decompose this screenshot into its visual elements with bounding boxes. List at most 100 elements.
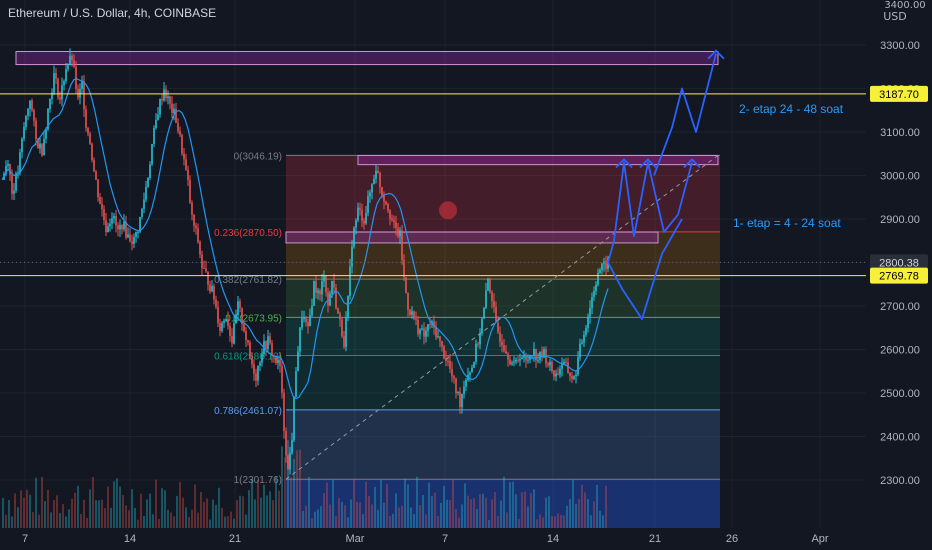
volume-bar — [266, 495, 268, 528]
candle-body — [185, 159, 187, 170]
volume-bar — [419, 504, 421, 528]
candle-body — [203, 267, 205, 269]
candle-body — [11, 174, 13, 194]
candle-body — [297, 351, 299, 372]
candle-body — [319, 290, 321, 295]
projection-arrowhead — [615, 158, 633, 169]
currency-label: USD — [883, 10, 907, 23]
candle-body — [73, 60, 75, 67]
volume-bar — [563, 515, 565, 528]
candle-body — [433, 321, 435, 328]
candle-body — [85, 109, 87, 128]
time-tick-label: 26 — [726, 533, 738, 545]
fib-retracement[interactable]: 0(3046.19) 0.236(2870.50) 0.382(2761.82) 0.… — [214, 151, 720, 530]
volume-bar — [605, 485, 607, 528]
volume-bar — [392, 513, 394, 528]
volume-bar — [371, 504, 373, 528]
candle-body — [509, 359, 511, 365]
candle-body — [513, 361, 515, 363]
candle-body — [413, 311, 415, 319]
candle-body — [15, 173, 17, 191]
candle-body — [447, 361, 449, 363]
volume-bar — [209, 519, 211, 528]
candle-body — [389, 210, 391, 219]
volume-bar — [587, 499, 589, 528]
projection-stage1-alt[interactable] — [607, 218, 683, 320]
candle-body — [453, 376, 455, 379]
volume-bar — [173, 516, 175, 528]
volume-bar — [521, 492, 523, 528]
candle-body — [169, 96, 171, 104]
resistance-zone[interactable] — [15, 51, 719, 66]
candle-body — [437, 336, 439, 338]
candle-body — [587, 316, 589, 328]
candle-body — [555, 373, 557, 377]
volume-bar — [185, 507, 187, 528]
candle-body — [535, 348, 537, 361]
candle-body — [439, 336, 441, 342]
volume-bar — [176, 495, 178, 528]
volume-bar — [89, 489, 91, 528]
resistance-zone[interactable] — [357, 154, 719, 166]
candle-body — [191, 202, 193, 215]
volume-bar — [281, 446, 283, 528]
candle-body — [253, 364, 255, 374]
volume-bar — [248, 490, 250, 528]
volume-bar — [245, 514, 247, 528]
volume-bar — [530, 493, 532, 528]
candle-body — [137, 231, 139, 233]
candle-body — [285, 431, 287, 456]
volume-bar — [452, 480, 454, 528]
projection-stage1[interactable] — [607, 161, 693, 263]
candle-body — [327, 292, 329, 306]
candle-body — [29, 100, 31, 109]
candle-body — [429, 324, 431, 326]
fib-band — [286, 231, 720, 280]
time-tick-label: 21 — [229, 533, 241, 545]
candle-body — [323, 276, 325, 282]
candle-body — [129, 234, 131, 242]
candle-body — [579, 343, 581, 358]
candle-body — [9, 163, 11, 175]
volume-bar — [272, 500, 274, 528]
volume-bar — [230, 511, 232, 528]
fib-anchor-marker[interactable] — [439, 201, 457, 220]
price-tick-label: 2900.00 — [880, 214, 920, 226]
volume-bar — [251, 479, 253, 528]
candle-body — [77, 88, 79, 98]
fib-level-label: 0.382(2761.82) — [214, 275, 282, 286]
candle-body — [305, 317, 307, 323]
candle-body — [261, 354, 263, 363]
candle-body — [351, 246, 353, 267]
volume-bar — [407, 484, 409, 528]
candle-body — [47, 108, 49, 130]
volume-bar — [362, 514, 364, 528]
candle-body — [365, 213, 367, 224]
candle-body — [255, 373, 257, 381]
candle-body — [457, 392, 459, 394]
volume-bar — [71, 498, 73, 528]
candle-body — [107, 226, 109, 233]
volume-bar — [287, 440, 289, 528]
candle-body — [477, 343, 479, 345]
candle-body — [5, 165, 7, 174]
resistance-zones[interactable] — [15, 51, 719, 244]
horizontal-levels[interactable] — [0, 93, 866, 277]
annotation-etap2: 2- etap 24 - 48 soat — [739, 102, 844, 116]
projection-paths[interactable] — [285, 49, 725, 480]
volume-bar — [560, 514, 562, 528]
candle-body — [123, 221, 125, 230]
candle-body — [181, 134, 183, 154]
volume-bar — [254, 499, 256, 528]
volume-bar — [440, 503, 442, 528]
volume-bar — [50, 512, 52, 528]
candle-body — [469, 372, 471, 375]
trendline-dashed[interactable] — [285, 155, 719, 480]
time-axis[interactable]: 7 14 21 Mar 7 14 21 26 Apr — [0, 528, 866, 550]
projection-stage2[interactable] — [653, 53, 717, 176]
volume-bar — [137, 519, 139, 528]
volume-bar — [122, 495, 124, 528]
volume-bar — [2, 497, 4, 528]
resistance-zone[interactable] — [285, 231, 659, 244]
